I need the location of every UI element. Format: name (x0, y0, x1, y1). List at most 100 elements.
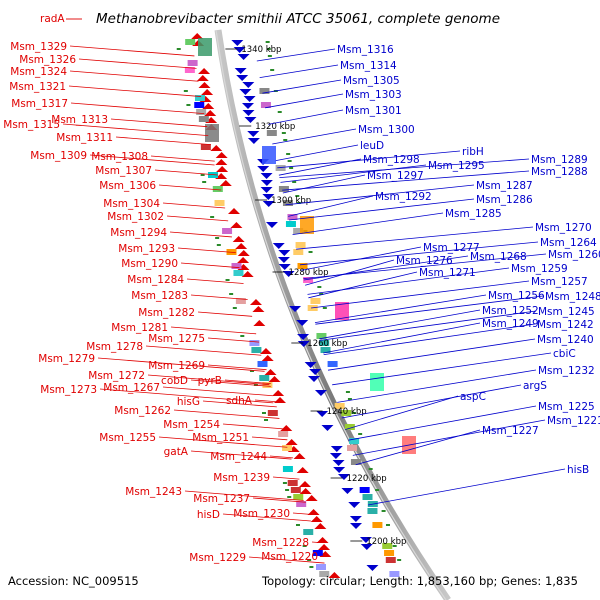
reverse-gene-label[interactable]: cobD (161, 375, 188, 387)
forward-gene-label[interactable]: Msm_1240 (537, 334, 594, 346)
forward-gene-label[interactable]: Msm_1303 (345, 89, 402, 101)
reverse-gene-label[interactable]: Msm_1251 (192, 432, 249, 444)
reverse-gene-label[interactable]: Msm_1255 (99, 432, 156, 444)
reverse-gene-label[interactable]: Msm_1307 (95, 165, 152, 177)
forward-gene-label[interactable]: Msm_1249 (482, 318, 539, 330)
reverse-gene-arrow (310, 516, 323, 522)
reverse-gene-label[interactable]: Msm_1329 (10, 41, 67, 53)
forward-gene-label[interactable]: Msm_1298 (363, 154, 420, 166)
forward-gene-label[interactable]: argS (523, 380, 547, 392)
reverse-gene-label[interactable]: Msm_1269 (148, 360, 205, 372)
forward-gene-label[interactable]: Msm_1271 (419, 267, 476, 279)
reverse-gene-label[interactable]: Msm_1273 (40, 384, 97, 396)
reverse-gene-label[interactable]: Msm_1306 (99, 180, 156, 192)
forward-gene-label[interactable]: ribH (462, 146, 484, 158)
reverse-gene-label[interactable]: Msm_1275 (148, 333, 205, 345)
reverse-gene-label[interactable]: gatA (164, 446, 189, 458)
reverse-gene-label[interactable]: Msm_1311 (56, 132, 113, 144)
forward-gene-label[interactable]: Msm_1260 (548, 249, 600, 261)
forward-gene-label[interactable]: Msm_1316 (337, 44, 394, 56)
forward-gene-label[interactable]: Msm_1276 (396, 255, 453, 267)
forward-gene-label[interactable]: Msm_1314 (340, 60, 397, 72)
reverse-gene-label[interactable]: Msm_1313 (51, 114, 108, 126)
cog-feature-block (282, 445, 293, 451)
reverse-gene-label[interactable]: Msm_1281 (111, 322, 168, 334)
reverse-gene-label[interactable]: pyrB (198, 375, 222, 387)
reverse-gene-arrow (216, 166, 229, 172)
forward-gene-label[interactable]: Msm_1245 (538, 306, 595, 318)
forward-gene-label[interactable]: Msm_1232 (538, 365, 595, 377)
forward-gene-label[interactable]: Msm_1305 (343, 75, 400, 87)
reverse-gene-label[interactable]: Msm_1229 (189, 552, 246, 564)
forward-gene-label[interactable]: Msm_1300 (358, 124, 415, 136)
reverse-gene-label[interactable]: Msm_1243 (125, 486, 182, 498)
reverse-gene-label[interactable]: Msm_1279 (38, 353, 95, 365)
reverse-gene-arrow (264, 369, 277, 375)
reverse-gene-label[interactable]: Msm_1304 (103, 198, 160, 210)
reverse-gene-label[interactable]: Msm_1324 (10, 66, 67, 78)
reverse-gene-label[interactable]: Msm_1309 (30, 150, 87, 162)
forward-gene-label[interactable]: hisB (567, 464, 589, 476)
reverse-gene-label[interactable]: Msm_1315 (3, 119, 60, 131)
reverse-gene-label[interactable]: Msm_1308 (91, 151, 148, 163)
forward-gene-label[interactable]: Msm_1277 (423, 242, 480, 254)
scale-tick-label: 1220 kbp (347, 474, 387, 484)
cog-feature-block (349, 438, 360, 444)
forward-gene-label[interactable]: Msm_1288 (531, 166, 588, 178)
forward-gene-label[interactable]: Msm_1285 (445, 208, 502, 220)
reverse-gene-label[interactable]: Msm_1272 (88, 370, 145, 382)
reverse-gene-label[interactable]: Msm_1228 (252, 537, 309, 549)
reverse-gene-label[interactable]: Msm_1262 (114, 405, 171, 417)
forward-gene-label[interactable]: Msm_1270 (535, 222, 592, 234)
cog-feature-block (282, 200, 293, 206)
forward-gene-label[interactable]: Msm_1264 (540, 237, 597, 249)
reverse-gene-label[interactable]: Msm_1278 (86, 341, 143, 353)
forward-gene-label[interactable]: cbiC (553, 348, 576, 360)
reverse-gene-label[interactable]: Msm_1282 (138, 307, 195, 319)
forward-gene-label[interactable]: Msm_1221 (547, 415, 600, 427)
reverse-gene-label[interactable]: Msm_1230 (233, 508, 290, 520)
reverse-gene-label[interactable]: Msm_1321 (9, 81, 66, 93)
forward-gene-label[interactable]: Msm_1292 (375, 191, 432, 203)
forward-gene-connector (314, 294, 487, 323)
forward-gene-label[interactable]: Msm_1248 (545, 291, 600, 303)
forward-gene-label[interactable]: Msm_1252 (482, 305, 539, 317)
forward-gene-label[interactable]: Msm_1259 (511, 263, 568, 275)
reverse-gene-label[interactable]: Msm_1244 (210, 451, 267, 463)
forward-gene-label[interactable]: Msm_1286 (476, 194, 533, 206)
reverse-gene-label[interactable]: hisD (197, 509, 220, 521)
reverse-gene-label[interactable]: sdhA (226, 395, 253, 407)
forward-gene-label[interactable]: Msm_1289 (531, 154, 588, 166)
forward-gene-label[interactable]: Msm_1287 (476, 180, 533, 192)
reverse-gene-label[interactable]: Msm_1283 (131, 290, 188, 302)
forward-gene-label[interactable]: Msm_1242 (537, 319, 594, 331)
orf-tick (265, 41, 270, 43)
orf-tick (232, 307, 237, 309)
orf-tick (309, 566, 314, 568)
forward-gene-label[interactable]: aspC (460, 391, 486, 403)
cog-feature-block (262, 382, 273, 388)
forward-gene-label[interactable]: Msm_1227 (482, 425, 539, 437)
reverse-gene-label[interactable]: Msm_1239 (213, 472, 270, 484)
reverse-gene-label[interactable]: Msm_1284 (127, 274, 184, 286)
forward-gene-label[interactable]: Msm_1297 (367, 170, 424, 182)
forward-gene-label[interactable]: Msm_1256 (488, 290, 545, 302)
reverse-gene-label[interactable]: Msm_1294 (110, 227, 167, 239)
reverse-gene-label[interactable]: Msm_1326 (19, 54, 76, 66)
reverse-gene-label[interactable]: Msm_1267 (103, 382, 160, 394)
reverse-gene-connector (222, 423, 284, 430)
reverse-gene-label[interactable]: Msm_1290 (121, 258, 178, 270)
reverse-gene-label[interactable]: Msm_1220 (261, 551, 318, 563)
reverse-gene-label[interactable]: Msm_1293 (118, 243, 175, 255)
reverse-gene-arrow (274, 397, 287, 403)
reverse-gene-label[interactable]: Msm_1237 (193, 493, 250, 505)
reverse-gene-label[interactable]: Msm_1254 (163, 419, 220, 431)
reverse-gene-label[interactable]: Msm_1302 (107, 211, 164, 223)
forward-gene-label[interactable]: Msm_1301 (345, 105, 402, 117)
forward-gene-label[interactable]: Msm_1225 (538, 401, 595, 413)
cog-feature-block (214, 200, 225, 206)
forward-gene-label[interactable]: leuD (360, 140, 384, 152)
forward-gene-label[interactable]: Msm_1257 (531, 276, 588, 288)
reverse-gene-label[interactable]: Msm_1317 (11, 98, 68, 110)
reverse-gene-label[interactable]: hisG (177, 396, 200, 408)
